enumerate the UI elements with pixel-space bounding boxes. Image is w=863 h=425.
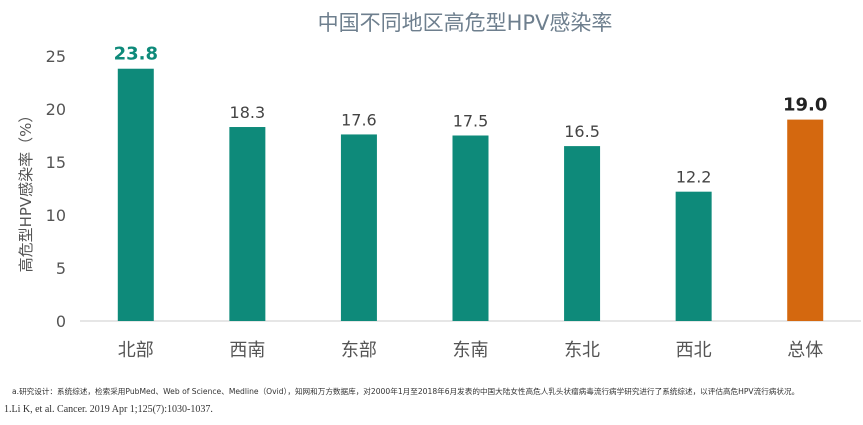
x-tick-label: 西南 [229,340,265,361]
bar [117,68,154,321]
bar [452,135,489,321]
reference-citation: 1.Li K, et al. Cancer. 2019 Apr 1;125(7)… [4,404,213,415]
bar-value-label: 17.5 [453,112,489,131]
y-tick-label: 0 [56,312,66,331]
x-tick-label: 东部 [341,340,377,361]
bar-value-label: 16.5 [564,122,600,141]
bar-value-label: 19.0 [783,95,827,116]
value-labels: 23.8 18.3 17.6 17.5 16.5 12.2 19.0 [114,44,828,187]
bar-value-label: 23.8 [114,44,158,65]
x-tick-label: 东北 [564,340,600,361]
y-tick-label: 10 [46,206,66,225]
x-tick-label: 北部 [118,340,154,361]
x-axis-ticks: 北部 西南 东部 东南 东北 西北 总体 [118,340,823,361]
x-tick-label: 总体 [787,340,823,361]
y-tick-label: 15 [46,153,66,172]
bar [675,191,712,321]
bar-value-label: 12.2 [676,168,712,187]
bar-value-label: 18.3 [230,103,266,122]
bar [787,119,824,321]
chart-title: 中国不同地区高危型HPV感染率 [318,11,613,35]
x-tick-label: 东南 [453,340,489,361]
bar [564,146,601,321]
bars [117,68,824,322]
y-axis-ticks: 0 5 10 15 20 25 [46,47,66,331]
bar-value-label: 17.6 [341,110,377,129]
bar [229,127,266,322]
footnote: a.研究设计：系统综述，检索采用PubMed、Web of Science、Me… [12,387,800,396]
y-axis-label: 高危型HPV感染率（%） [17,108,35,273]
y-tick-label: 25 [46,47,66,66]
x-tick-label: 西北 [676,340,712,361]
y-tick-label: 20 [46,100,66,119]
y-tick-label: 5 [56,259,66,278]
bar [340,134,377,321]
